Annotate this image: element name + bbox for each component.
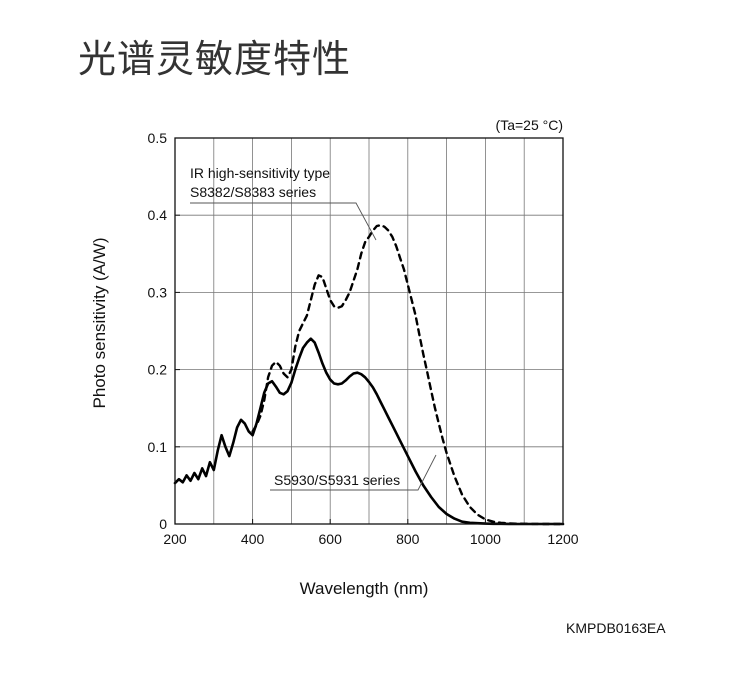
series-line-s5930-s5931 xyxy=(173,337,565,526)
figure-code: KMPDB0163EA xyxy=(566,620,666,636)
y-tick-label: 0.5 xyxy=(148,130,168,146)
x-tick-label: 400 xyxy=(241,531,265,547)
chart-annotations: IR high-sensitivity type S8382/S8383 seri… xyxy=(190,165,437,491)
x-tick-label: 800 xyxy=(396,531,420,547)
page-title: 光谱灵敏度特性 xyxy=(78,37,352,81)
annotation-ir-series-line1: IR high-sensitivity type xyxy=(190,165,330,181)
x-axis-label: Wavelength (nm) xyxy=(300,579,429,598)
y-tick-label: 0.2 xyxy=(148,362,168,378)
annotation-ir-leader xyxy=(190,202,377,241)
y-axis-label: Photo sensitivity (A/W) xyxy=(90,238,109,409)
y-tick-label: 0.1 xyxy=(148,439,168,455)
x-tick-label: 1200 xyxy=(547,531,578,547)
condition-note: (Ta=25 °C) xyxy=(496,117,563,133)
x-tick-label: 600 xyxy=(319,531,343,547)
y-tick-label: 0 xyxy=(159,516,167,532)
plot-frame xyxy=(174,137,564,525)
x-tick-label: 1000 xyxy=(470,531,501,547)
y-tick-label: 0.4 xyxy=(148,207,168,223)
chart-grid xyxy=(175,138,563,524)
chart-ticks: 200 400 600 800 1000 1200 0 0.1 0.2 0.3 0.4 0.5 xyxy=(148,130,579,547)
annotation-s5930-leader xyxy=(270,454,437,491)
series-line-s8382-s8383 xyxy=(251,224,565,526)
y-tick-label: 0.3 xyxy=(148,284,168,300)
chart-series-group xyxy=(173,224,565,526)
annotation-s5930-series: S5930/S5931 series xyxy=(274,472,400,488)
annotation-ir-series-line2: S8382/S8383 series xyxy=(190,184,316,200)
x-tick-label: 200 xyxy=(163,531,187,547)
